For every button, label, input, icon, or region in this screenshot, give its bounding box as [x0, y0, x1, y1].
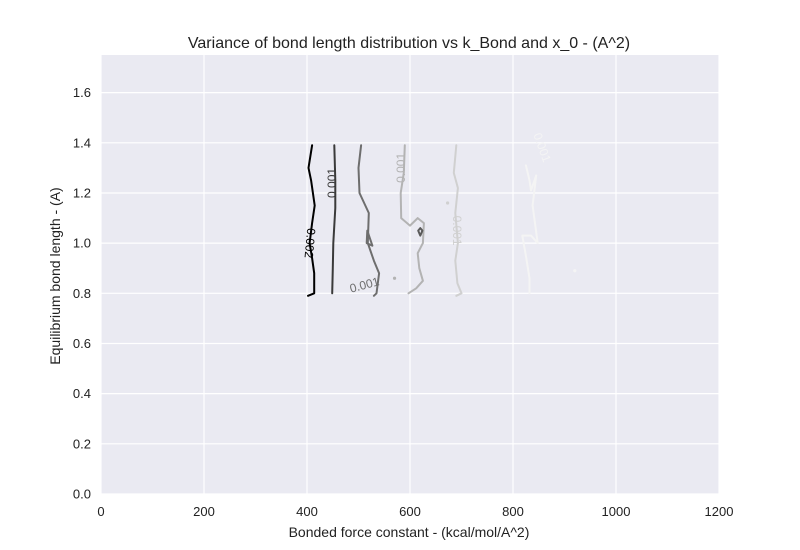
contour-line	[365, 229, 374, 247]
contour-label: 0.001	[450, 216, 464, 246]
x-tick-labels: 0 200 400 600 800 1000 1200	[97, 504, 733, 519]
x-axis-label: Bonded force constant - (kcal/mol/A^2)	[289, 524, 530, 540]
contour-line	[521, 164, 539, 295]
x-tick-label: 200	[193, 504, 215, 519]
chart-title: Variance of bond length distribution vs …	[188, 35, 630, 52]
y-tick-label: 0.2	[73, 436, 91, 451]
y-axis-label: Equilibrium bond length - (A)	[47, 187, 63, 364]
y-tick-label: 1.4	[73, 135, 91, 150]
x-tick-label: 600	[399, 504, 421, 519]
y-tick-label: 0.4	[73, 386, 91, 401]
y-tick-label: 0.0	[73, 487, 91, 502]
x-tick-label: 400	[296, 504, 318, 519]
y-tick-label: 1.0	[73, 236, 91, 251]
contour-line	[452, 144, 463, 297]
x-tick-label: 800	[502, 504, 524, 519]
y-tick-label: 1.6	[73, 85, 91, 100]
contour-label: 0.001	[394, 153, 408, 183]
y-tick-label: 0.8	[73, 286, 91, 301]
contour-label: 0.002	[302, 228, 319, 259]
grid-lines	[100, 55, 720, 495]
x-tick-label: 1000	[602, 504, 631, 519]
contour-line	[307, 144, 316, 297]
contour-point	[573, 269, 577, 273]
y-tick-label: 1.2	[73, 185, 91, 200]
contour-line	[399, 144, 425, 295]
x-tick-label: 1200	[705, 504, 734, 519]
y-tick-label: 0.6	[73, 336, 91, 351]
x-tick-label: 0	[97, 504, 104, 519]
contour-label: 0.001	[325, 168, 339, 198]
contour-lines	[307, 144, 577, 297]
contour-line	[417, 227, 424, 237]
contour-point	[445, 201, 450, 205]
contour-point	[392, 276, 397, 280]
contour-line	[331, 144, 337, 295]
y-tick-labels: 0.0 0.2 0.4 0.6 0.8 1.0 1.2 1.4 1.6	[73, 85, 91, 501]
